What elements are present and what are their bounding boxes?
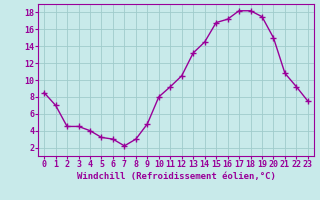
X-axis label: Windchill (Refroidissement éolien,°C): Windchill (Refroidissement éolien,°C) <box>76 172 276 181</box>
